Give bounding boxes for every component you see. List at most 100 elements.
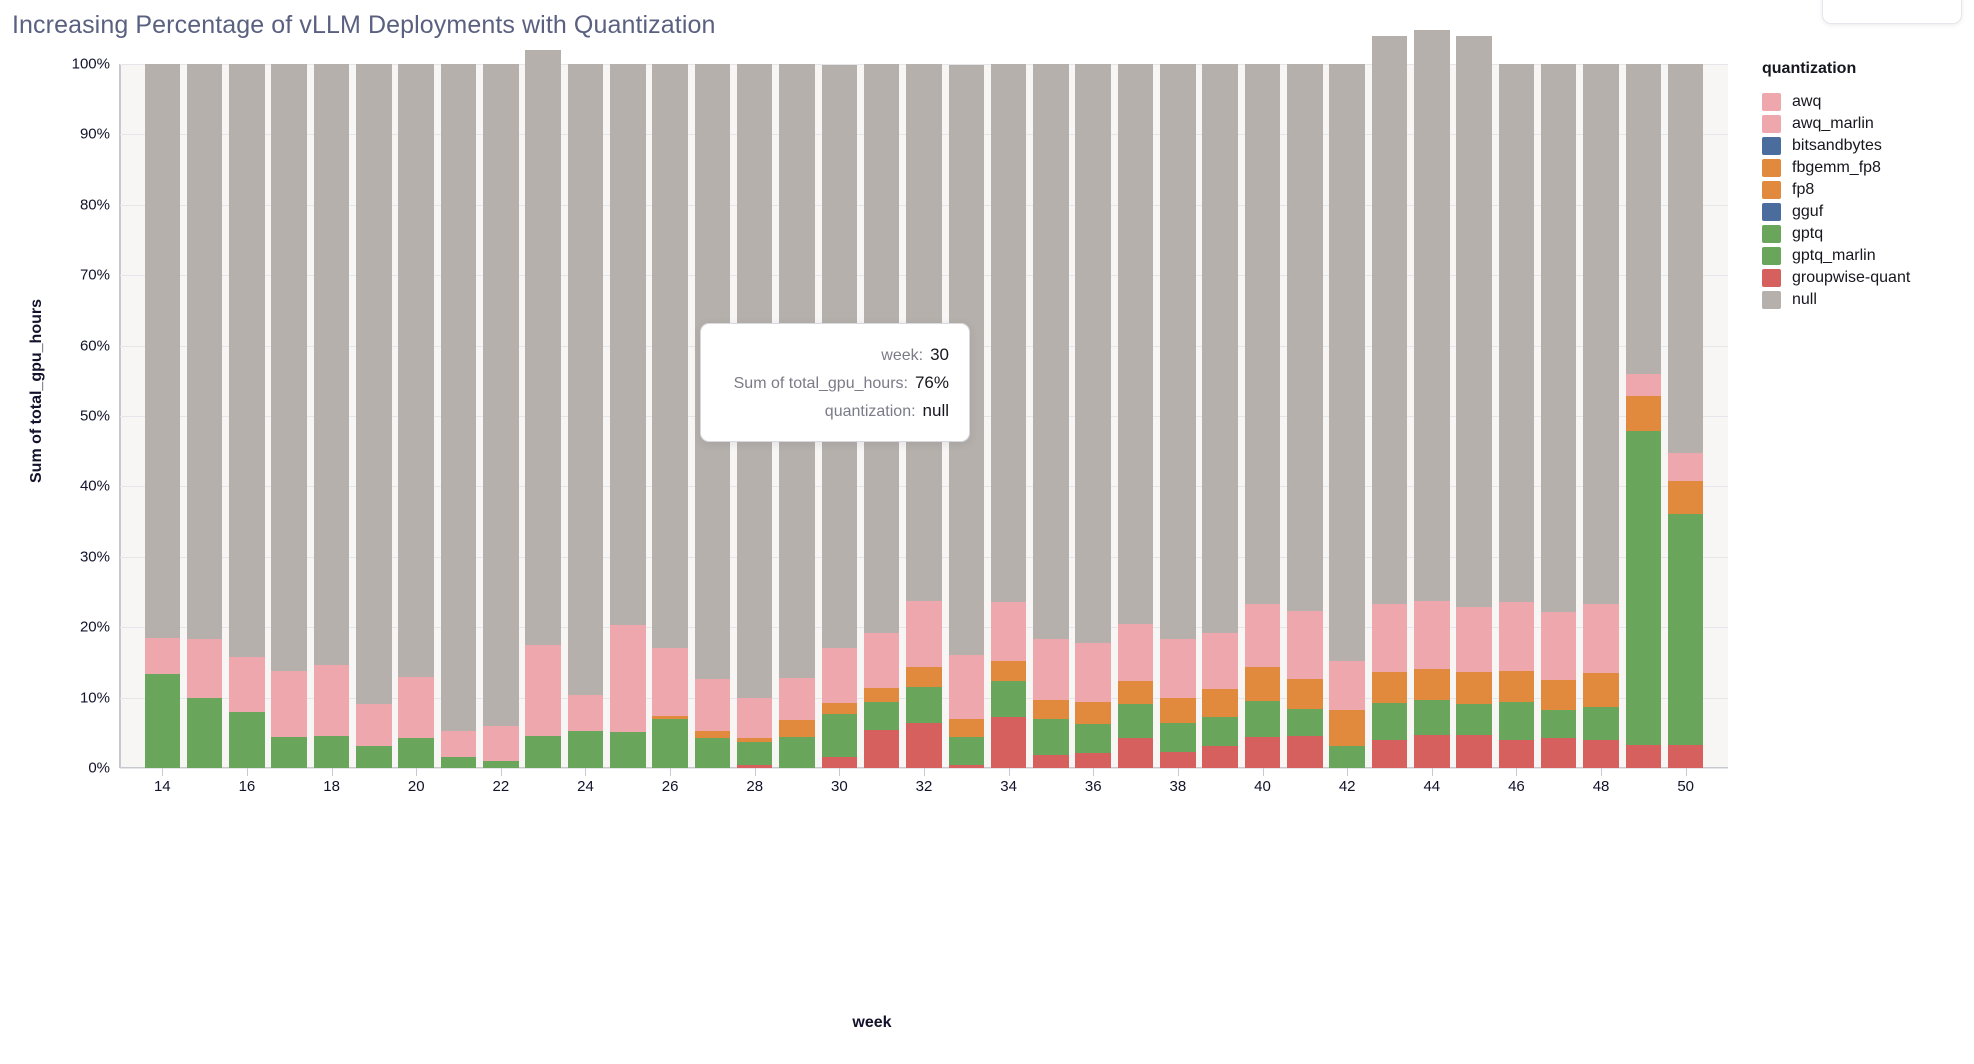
bar-segment-groupwise-quant[interactable] xyxy=(1667,745,1704,768)
bar-group[interactable] xyxy=(990,64,1027,768)
bar-segment-groupwise-quant[interactable] xyxy=(1414,734,1450,768)
bar-segment-null[interactable] xyxy=(1540,64,1577,613)
bar-segment-gptq[interactable] xyxy=(1625,431,1662,588)
bar-segment-awq_marlin[interactable] xyxy=(1244,635,1281,668)
bar-segment-gptq_marlin[interactable] xyxy=(483,760,519,768)
bar-group[interactable] xyxy=(610,64,646,768)
bar-segment-groupwise-quant[interactable] xyxy=(990,717,1027,768)
bar-segment-fbgemm_fp8[interactable] xyxy=(1667,481,1704,498)
bar-segment-gptq_marlin[interactable] xyxy=(1202,716,1238,747)
bar-group[interactable] xyxy=(1625,64,1662,768)
bar-segment-null[interactable] xyxy=(1160,64,1196,640)
bar-segment-gptq_marlin[interactable] xyxy=(736,741,773,766)
bar-segment-awq_marlin[interactable] xyxy=(483,743,519,761)
bar-segment-null[interactable] xyxy=(398,64,434,678)
bar-segment-awq_marlin[interactable] xyxy=(186,668,223,699)
bar-segment-awq[interactable] xyxy=(1244,603,1281,636)
bar-group[interactable] xyxy=(1287,64,1323,768)
bar-group[interactable] xyxy=(229,64,265,768)
bar-segment-fp8[interactable] xyxy=(1540,680,1577,711)
legend-item-awq_marlin[interactable]: awq_marlin xyxy=(1762,113,1974,135)
bar-segment-awq_marlin[interactable] xyxy=(694,704,731,731)
bar-segment-fp8[interactable] xyxy=(948,718,985,738)
bar-segment-awq_marlin[interactable] xyxy=(610,678,646,733)
bar-segment-null[interactable] xyxy=(1075,64,1112,643)
bar-segment-gptq_marlin[interactable] xyxy=(271,737,308,768)
bar-segment-null[interactable] xyxy=(1625,64,1662,374)
bar-segment-awq[interactable] xyxy=(229,657,265,685)
bar-segment-groupwise-quant[interactable] xyxy=(1075,753,1112,768)
bar-segment-null[interactable] xyxy=(1033,64,1069,640)
bar-segment-awq[interactable] xyxy=(948,655,985,688)
bar-segment-null[interactable] xyxy=(610,64,646,626)
bar-segment-fp8[interactable] xyxy=(1244,667,1281,702)
bar-group[interactable] xyxy=(1414,30,1450,768)
bar-segment-awq_marlin[interactable] xyxy=(1667,467,1704,482)
bar-segment-awq_marlin[interactable] xyxy=(1033,669,1069,700)
corner-card[interactable] xyxy=(1822,0,1962,24)
bar-segment-groupwise-quant[interactable] xyxy=(906,722,942,768)
bar-segment-gptq_marlin[interactable] xyxy=(1625,587,1662,745)
bar-segment-null[interactable] xyxy=(1583,64,1619,604)
bar-segment-fp8[interactable] xyxy=(652,715,688,720)
bar-segment-awq[interactable] xyxy=(525,644,561,691)
bar-segment-awq[interactable] xyxy=(1540,612,1577,647)
bar-segment-awq_marlin[interactable] xyxy=(948,687,985,719)
bar-segment-fp8[interactable] xyxy=(821,702,858,714)
bar-segment-awq_marlin[interactable] xyxy=(906,634,942,668)
bar-group[interactable] xyxy=(567,64,604,768)
bar-segment-awq_marlin[interactable] xyxy=(1075,672,1112,702)
bar-segment-groupwise-quant[interactable] xyxy=(1287,736,1323,768)
bar-segment-null[interactable] xyxy=(567,64,604,695)
bar-segment-gptq_marlin[interactable] xyxy=(1287,708,1323,737)
bar-segment-awq[interactable] xyxy=(271,670,308,704)
bar-segment-groupwise-quant[interactable] xyxy=(1583,739,1619,768)
bar-segment-gptq_marlin[interactable] xyxy=(1414,699,1450,735)
bar-group[interactable] xyxy=(483,64,519,768)
bar-segment-fp8[interactable] xyxy=(1202,689,1238,717)
bar-segment-awq_marlin[interactable] xyxy=(1414,634,1450,669)
bar-segment-fp8[interactable] xyxy=(906,667,942,688)
bar-group[interactable] xyxy=(1498,64,1535,768)
bar-segment-null[interactable] xyxy=(1117,64,1154,625)
bar-segment-gptq_marlin[interactable] xyxy=(694,737,731,768)
bar-segment-null[interactable] xyxy=(1287,64,1323,611)
bar-segment-awq[interactable] xyxy=(1287,611,1323,645)
bar-segment-awq[interactable] xyxy=(313,664,350,701)
bar-segment-awq_marlin[interactable] xyxy=(1117,652,1154,681)
bar-group[interactable] xyxy=(1033,64,1069,768)
bar-segment-fp8[interactable] xyxy=(1329,710,1365,747)
bar-segment-null[interactable] xyxy=(1456,35,1492,608)
bar-segment-groupwise-quant[interactable] xyxy=(1540,738,1577,768)
bar-segment-null[interactable] xyxy=(652,64,688,649)
bar-segment-gptq_marlin[interactable] xyxy=(821,713,858,757)
bar-segment-awq[interactable] xyxy=(1625,373,1662,385)
bar-segment-fp8[interactable] xyxy=(1160,698,1196,723)
bar-segment-awq[interactable] xyxy=(1329,660,1365,686)
bar-group[interactable] xyxy=(1667,64,1704,768)
bar-segment-gptq_marlin[interactable] xyxy=(1244,701,1281,737)
bar-segment-fp8[interactable] xyxy=(1667,497,1704,514)
bar-segment-awq_marlin[interactable] xyxy=(398,707,434,738)
bar-group[interactable] xyxy=(1244,64,1281,768)
bar-segment-awq[interactable] xyxy=(1202,632,1238,661)
bar-segment-awq[interactable] xyxy=(1498,601,1535,637)
bar-segment-null[interactable] xyxy=(1329,64,1365,661)
bar-segment-gptq_marlin[interactable] xyxy=(652,719,688,768)
bar-segment-gptq_marlin[interactable] xyxy=(948,737,985,766)
bar-segment-fp8[interactable] xyxy=(1583,672,1619,707)
bar-group[interactable] xyxy=(186,64,223,768)
legend-item-groupwise-quant[interactable]: groupwise-quant xyxy=(1762,267,1974,289)
bar-segment-awq[interactable] xyxy=(821,647,858,676)
bar-segment-null[interactable] xyxy=(356,64,392,704)
bar-segment-fp8[interactable] xyxy=(1414,668,1450,700)
bar-segment-awq[interactable] xyxy=(1075,642,1112,673)
bar-segment-awq_marlin[interactable] xyxy=(1625,385,1662,397)
bar-segment-fp8[interactable] xyxy=(1287,678,1323,709)
bar-segment-awq[interactable] xyxy=(567,694,604,714)
bar-segment-awq_marlin[interactable] xyxy=(271,703,308,737)
bar-segment-awq[interactable] xyxy=(1117,624,1154,653)
bar-segment-fp8[interactable] xyxy=(1033,699,1069,720)
bar-segment-fp8[interactable] xyxy=(736,738,773,742)
legend-item-fbgemm_fp8[interactable]: fbgemm_fp8 xyxy=(1762,157,1974,179)
